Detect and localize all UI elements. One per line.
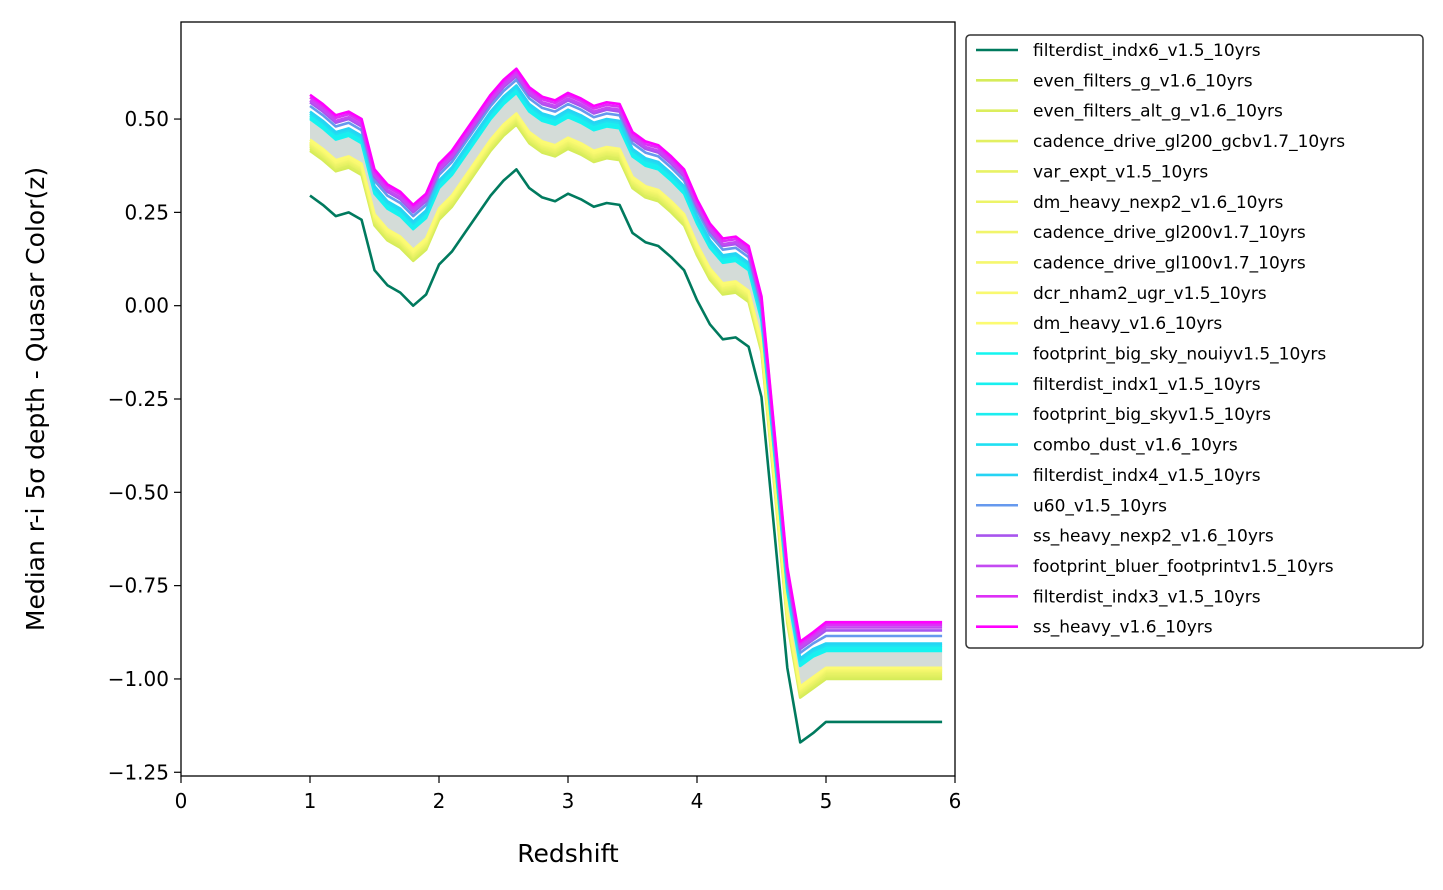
spread-band-area xyxy=(310,92,943,687)
legend-entry: dm_heavy_nexp2_v1.6_10yrs xyxy=(976,193,1284,213)
x-tick-label: 3 xyxy=(562,789,575,813)
x-tick-label: 0 xyxy=(175,789,188,813)
x-tick-label: 4 xyxy=(691,789,704,813)
y-tick-label: 0.00 xyxy=(124,294,169,318)
legend-label: ss_heavy_nexp2_v1.6_10yrs xyxy=(1033,527,1274,547)
legend-entry: footprint_big_sky_nouiyv1.5_10yrs xyxy=(976,345,1326,365)
legend-entry: cadence_drive_gl200v1.7_10yrs xyxy=(976,223,1306,243)
x-tick-label: 6 xyxy=(949,789,962,813)
y-tick-label: −0.50 xyxy=(108,480,169,504)
legend-entry: ss_heavy_v1.6_10yrs xyxy=(976,618,1213,638)
series-line-even-filters-g-v1-6-10yrs xyxy=(309,123,943,699)
legend-label: ss_heavy_v1.6_10yrs xyxy=(1033,618,1213,638)
legend-entry: footprint_bluer_footprintv1.5_10yrs xyxy=(976,557,1334,577)
x-axis-label: Redshift xyxy=(517,839,619,868)
y-tick-label: −1.00 xyxy=(108,667,169,691)
y-axis-ticks: −1.25 −1.00 −0.75 −0.50 −0.25 0.00 0.25 0.50 xyxy=(108,107,181,784)
y-tick-label: −0.25 xyxy=(108,387,169,411)
legend-entry: cadence_drive_gl100v1.7_10yrs xyxy=(976,253,1306,273)
legend-entry: even_filters_alt_g_v1.6_10yrs xyxy=(976,102,1283,122)
legend-label: even_filters_g_v1.6_10yrs xyxy=(1033,71,1253,91)
legend: filterdist_indx6_v1.5_10yrs even_filters_… xyxy=(965,34,1424,649)
series-line-filterdist-indx4-v1-5-10yrs xyxy=(309,84,943,660)
legend-label: filterdist_indx3_v1.5_10yrs xyxy=(1033,587,1261,607)
y-tick-label: −1.25 xyxy=(108,760,169,784)
x-tick-label: 2 xyxy=(433,789,446,813)
legend-label: filterdist_indx6_v1.5_10yrs xyxy=(1033,41,1261,61)
legend-entry: filterdist_indx3_v1.5_10yrs xyxy=(976,587,1261,607)
legend-entry: combo_dust_v1.6_10yrs xyxy=(976,436,1238,456)
series-line-u60-v1-5-10yrs xyxy=(309,78,943,655)
series-line-filterdist-indx6-v1-5-10yrs xyxy=(309,168,943,744)
legend-entry: u60_v1.5_10yrs xyxy=(976,496,1167,516)
legend-entry: even_filters_g_v1.6_10yrs xyxy=(976,71,1253,91)
x-tick-label: 1 xyxy=(304,789,317,813)
legend-entry: var_expt_v1.5_10yrs xyxy=(976,162,1208,182)
series-lines xyxy=(309,67,943,744)
x-axis-ticks: 0 1 2 3 4 5 6 xyxy=(175,776,962,813)
legend-label: cadence_drive_gl100v1.7_10yrs xyxy=(1033,253,1306,273)
legend-entry: filterdist_indx1_v1.5_10yrs xyxy=(976,375,1261,395)
legend-label: footprint_big_skyv1.5_10yrs xyxy=(1033,405,1271,425)
legend-label: dm_heavy_nexp2_v1.6_10yrs xyxy=(1033,193,1284,213)
legend-label: even_filters_alt_g_v1.6_10yrs xyxy=(1033,102,1283,122)
x-tick-label: 5 xyxy=(820,789,833,813)
series-line-footprint-big-sky-nouiyv1-5-10yrs xyxy=(309,91,943,668)
y-tick-label: 0.50 xyxy=(124,107,169,131)
legend-entries: filterdist_indx6_v1.5_10yrs even_filters_… xyxy=(976,41,1345,638)
legend-label: var_expt_v1.5_10yrs xyxy=(1033,162,1208,182)
legend-label: footprint_bluer_footprintv1.5_10yrs xyxy=(1033,557,1334,577)
legend-label: footprint_big_sky_nouiyv1.5_10yrs xyxy=(1033,345,1326,365)
legend-entry: ss_heavy_nexp2_v1.6_10yrs xyxy=(976,527,1274,547)
legend-entry: cadence_drive_gl200_gcbv1.7_10yrs xyxy=(976,132,1345,152)
series-line-ss-heavy-v1-6-10yrs xyxy=(309,67,943,643)
legend-label: filterdist_indx1_v1.5_10yrs xyxy=(1033,375,1261,395)
legend-label: cadence_drive_gl200v1.7_10yrs xyxy=(1033,223,1306,243)
y-tick-label: 0.25 xyxy=(124,200,169,224)
series-line-dm-heavy-v1-6-10yrs xyxy=(309,112,943,688)
legend-label: cadence_drive_gl200_gcbv1.7_10yrs xyxy=(1033,132,1345,152)
y-tick-label: −0.75 xyxy=(108,574,169,598)
legend-label: dcr_nham2_ugr_v1.5_10yrs xyxy=(1033,284,1267,304)
legend-entry: dcr_nham2_ugr_v1.5_10yrs xyxy=(976,284,1267,304)
legend-label: u60_v1.5_10yrs xyxy=(1033,496,1167,516)
legend-label: filterdist_indx4_v1.5_10yrs xyxy=(1033,466,1261,486)
series-spread-band xyxy=(310,92,943,687)
legend-entry: footprint_big_skyv1.5_10yrs xyxy=(976,405,1271,425)
legend-frame xyxy=(965,34,1424,649)
legend-label: combo_dust_v1.6_10yrs xyxy=(1033,436,1238,456)
legend-entry: filterdist_indx6_v1.5_10yrs xyxy=(976,41,1261,61)
y-axis-label: Median r-i 5σ depth - Quasar Color(z) xyxy=(21,167,50,631)
legend-label: dm_heavy_v1.6_10yrs xyxy=(1033,314,1222,334)
legend-entry: dm_heavy_v1.6_10yrs xyxy=(976,314,1222,334)
legend-entry: filterdist_indx4_v1.5_10yrs xyxy=(976,466,1261,486)
